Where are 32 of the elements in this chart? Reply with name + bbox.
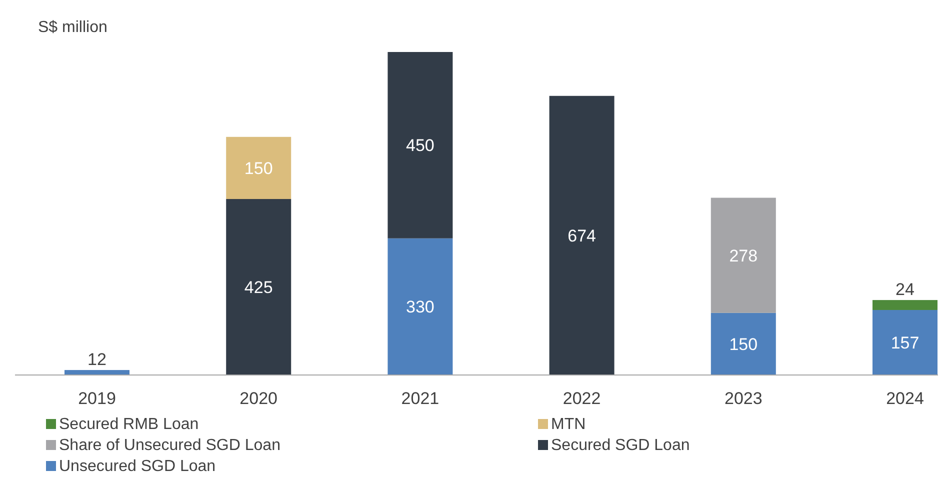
- data-label: 278: [729, 246, 758, 266]
- data-label: 450: [406, 136, 434, 156]
- x-tick-label: 2020: [240, 389, 278, 408]
- data-label: 12: [88, 350, 106, 370]
- bar: [872, 300, 938, 310]
- bar: [388, 52, 453, 238]
- bar: [549, 96, 614, 375]
- bar: [872, 310, 938, 375]
- bar: [710, 198, 776, 313]
- x-tick-label: 2023: [724, 389, 762, 408]
- bar: [388, 238, 453, 375]
- x-tick-label: 2022: [562, 389, 601, 408]
- x-tick-label: 2024: [886, 389, 924, 408]
- data-label: 150: [729, 334, 758, 354]
- legend-label: Secured SGD Loan: [551, 437, 690, 454]
- data-label: 150: [244, 158, 273, 178]
- data-label: 157: [890, 333, 920, 352]
- bar: [710, 312, 776, 375]
- bar: [226, 199, 292, 375]
- legend-label: Unsecured SGD Loan: [59, 458, 216, 475]
- data-label: 330: [406, 298, 434, 317]
- legend-label: MTN: [551, 416, 586, 433]
- legend-label: Share of Unsecured SGD Loan: [59, 437, 280, 454]
- legend-label: Secured RMB Loan: [59, 416, 199, 433]
- x-tick-label: 2021: [401, 389, 440, 408]
- bar: [64, 370, 130, 375]
- y-axis-title: S$ million: [38, 19, 108, 36]
- data-label: 425: [244, 278, 273, 298]
- bar: [226, 136, 292, 200]
- data-label: 24: [896, 280, 914, 300]
- data-label: 674: [568, 226, 596, 246]
- x-tick-label: 2019: [78, 389, 116, 408]
